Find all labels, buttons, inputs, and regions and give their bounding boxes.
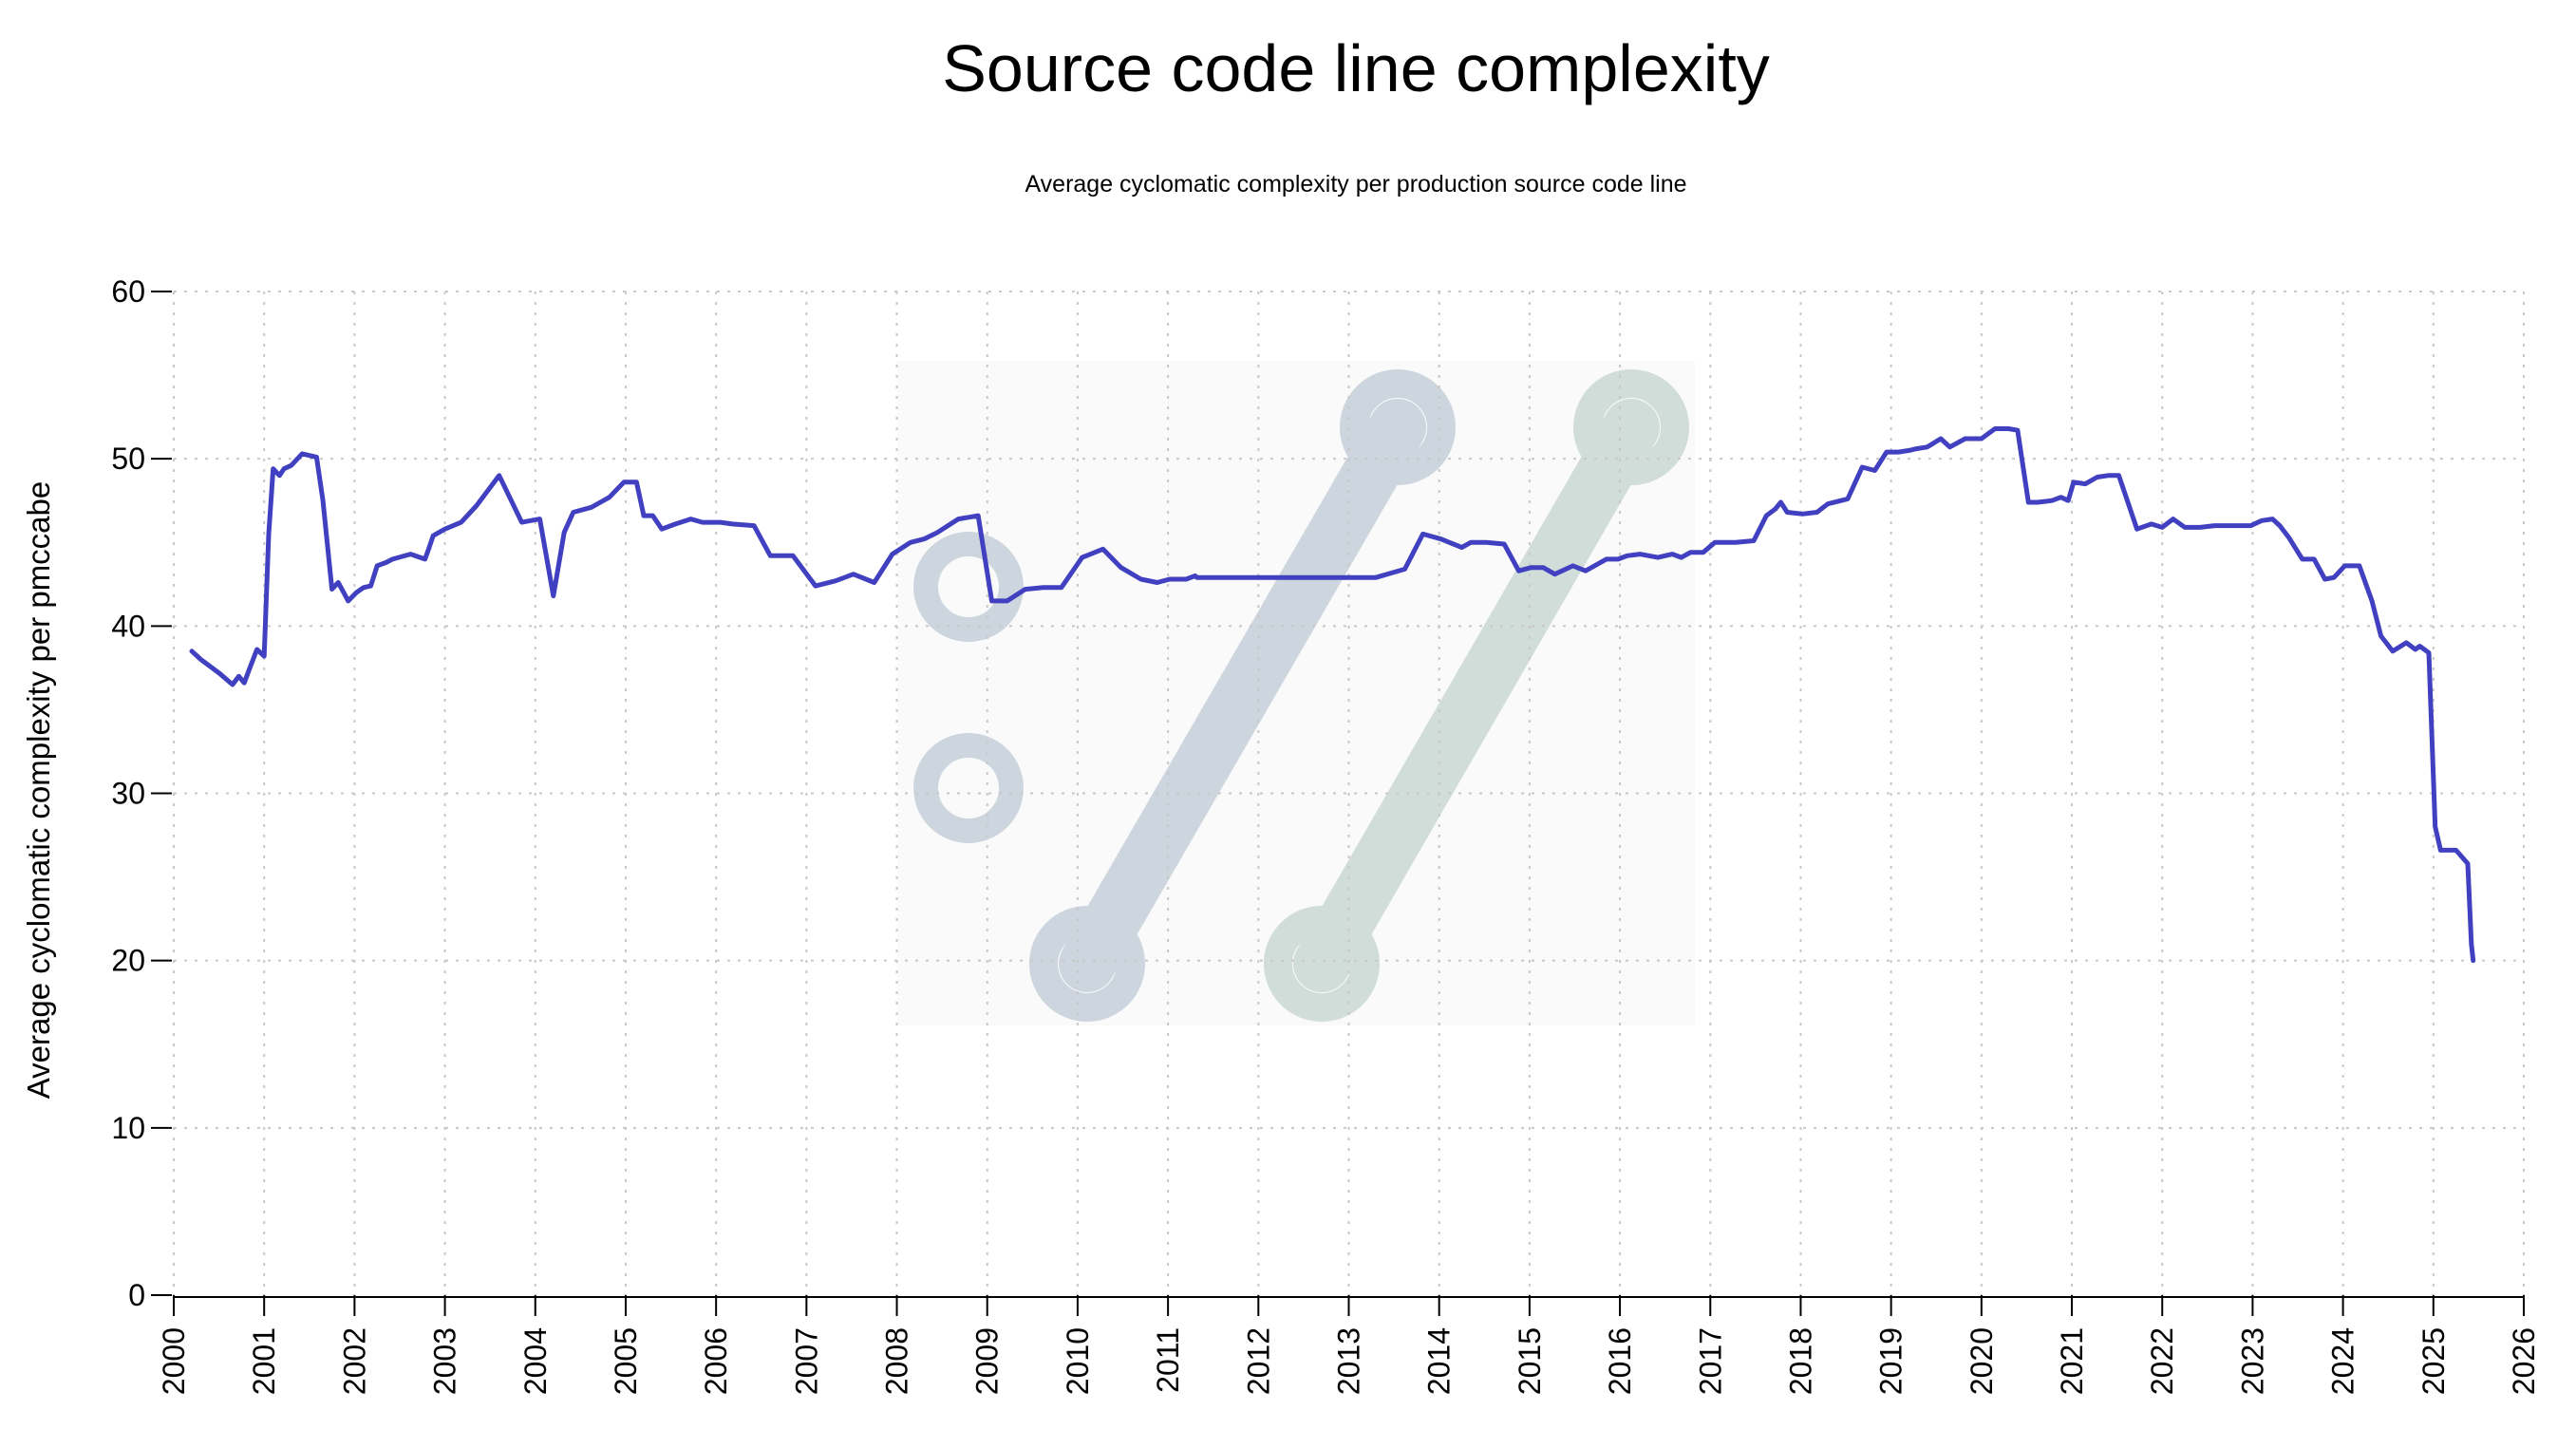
- x-tick-label: 2024: [2326, 1327, 2360, 1395]
- x-tick-label: 2003: [428, 1327, 462, 1395]
- chart-subtitle: Average cyclomatic complexity per produc…: [1025, 171, 1686, 197]
- x-tick-label: 2013: [1332, 1327, 1366, 1395]
- x-tick-label: 2017: [1693, 1327, 1727, 1395]
- x-tick-label: 2004: [518, 1327, 553, 1395]
- x-tick-label: 2008: [880, 1327, 914, 1395]
- x-tick-label: 2015: [1513, 1327, 1547, 1395]
- y-tick-label: 40: [111, 609, 145, 643]
- series-layer: [189, 426, 2476, 964]
- x-tick-label: 2009: [970, 1327, 1005, 1395]
- y-tick-label: 0: [128, 1278, 145, 1312]
- x-tick-label: 2021: [2055, 1327, 2089, 1395]
- x-tick-label: 2026: [2507, 1327, 2541, 1395]
- y-tick-label: 50: [111, 442, 145, 476]
- chart-title: Source code line complexity: [942, 31, 1770, 105]
- x-tick-label: 2012: [1241, 1327, 1275, 1395]
- y-tick-label: 20: [111, 944, 145, 978]
- x-tick-label: 2000: [157, 1327, 191, 1395]
- y-axis-label: Average cyclomatic complexity per pmccab…: [21, 481, 56, 1100]
- x-tick-label: 2020: [1965, 1327, 1999, 1395]
- x-tick-label: 2014: [1422, 1327, 1457, 1395]
- axes: 0 10 20 30 40 50 60 2000 2001 2002 2003 2004 2005 200…: [111, 274, 2541, 1395]
- x-tick-label: 2005: [609, 1327, 643, 1395]
- grid-lines: [173, 291, 2525, 1295]
- y-tick-label: 10: [111, 1111, 145, 1145]
- x-tick-label: 2016: [1603, 1327, 1637, 1395]
- y-tick-label: 30: [111, 777, 145, 811]
- x-tick-label: 2025: [2416, 1327, 2451, 1395]
- x-tick-label: 2006: [699, 1327, 733, 1395]
- x-tick-label: 2018: [1783, 1327, 1817, 1395]
- x-tick-label: 2019: [1874, 1327, 1908, 1395]
- x-tick-label: 2007: [789, 1327, 823, 1395]
- watermark-logo: [897, 361, 1695, 1025]
- y-tick-label: 60: [111, 274, 145, 309]
- x-tick-label: 2001: [247, 1327, 281, 1395]
- series-line: [189, 426, 2476, 964]
- x-tick-label: 2002: [337, 1327, 371, 1395]
- x-tick-label: 2023: [2235, 1327, 2269, 1395]
- x-tick-label: 2010: [1061, 1327, 1095, 1395]
- x-tick-label: 2022: [2145, 1327, 2179, 1395]
- x-tick-label: 2011: [1151, 1327, 1185, 1393]
